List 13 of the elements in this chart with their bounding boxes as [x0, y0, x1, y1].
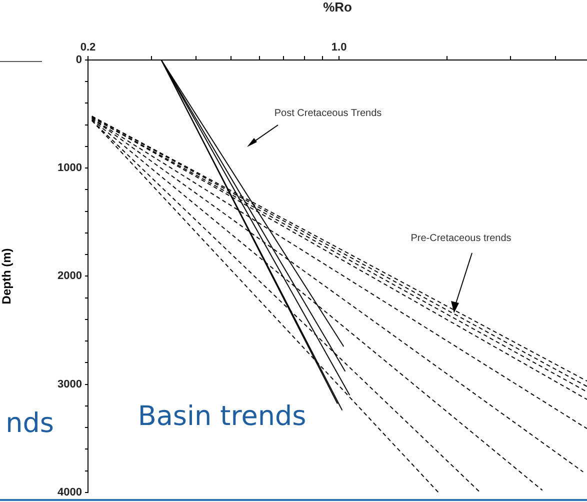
annotation: Basin trends	[138, 401, 306, 432]
y-tick-label: 0	[76, 54, 82, 66]
annotation: Post Cretaceous Trends	[274, 108, 382, 119]
text: nds	[6, 408, 54, 440]
y-tick-label: 1000	[58, 162, 82, 174]
annotation: Pre-Cretaceous trends	[410, 232, 512, 244]
y-tick-label: 4000	[58, 486, 82, 498]
y-tick-label: 2000	[58, 270, 82, 282]
x-tick-label: 0.2	[80, 41, 96, 54]
x-tick-label: 1.0	[331, 41, 347, 54]
x-axis-title: %Ro	[323, 0, 352, 14]
y-tick-label: 3000	[58, 378, 82, 390]
y-axis-title: Depth (m)	[0, 248, 14, 304]
